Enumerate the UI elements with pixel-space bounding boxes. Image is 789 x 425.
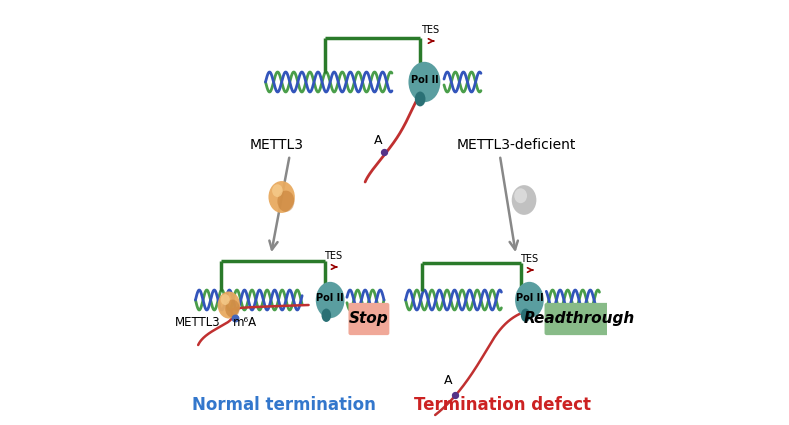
Ellipse shape	[221, 294, 230, 305]
Ellipse shape	[316, 282, 345, 318]
Text: METTL3: METTL3	[175, 315, 221, 329]
Text: Readthrough: Readthrough	[523, 312, 634, 326]
Text: Termination defect: Termination defect	[414, 396, 591, 414]
Text: Normal termination: Normal termination	[193, 396, 376, 414]
Ellipse shape	[409, 62, 440, 102]
Ellipse shape	[514, 188, 527, 203]
FancyBboxPatch shape	[544, 303, 613, 335]
Point	[378, 149, 391, 156]
Text: TES: TES	[323, 251, 342, 261]
Ellipse shape	[272, 184, 282, 197]
Text: Stop: Stop	[349, 312, 389, 326]
Text: Pol II: Pol II	[316, 293, 344, 303]
Ellipse shape	[322, 309, 331, 322]
Text: Pol II: Pol II	[516, 293, 544, 303]
Ellipse shape	[268, 181, 295, 213]
Ellipse shape	[512, 185, 537, 215]
Point	[449, 391, 462, 398]
Ellipse shape	[218, 292, 240, 319]
Point	[229, 314, 241, 321]
Ellipse shape	[515, 282, 544, 318]
Text: TES: TES	[421, 25, 439, 35]
Ellipse shape	[225, 300, 240, 317]
Text: TES: TES	[520, 254, 538, 264]
Ellipse shape	[415, 91, 425, 106]
Text: METTL3-deficient: METTL3-deficient	[456, 138, 576, 152]
Ellipse shape	[521, 309, 530, 322]
Ellipse shape	[278, 191, 294, 212]
Text: m⁶A: m⁶A	[233, 317, 257, 329]
Text: A: A	[374, 133, 383, 147]
Text: A: A	[444, 374, 453, 388]
FancyBboxPatch shape	[349, 303, 389, 335]
Text: Pol II: Pol II	[410, 75, 438, 85]
Text: METTL3: METTL3	[249, 138, 303, 152]
